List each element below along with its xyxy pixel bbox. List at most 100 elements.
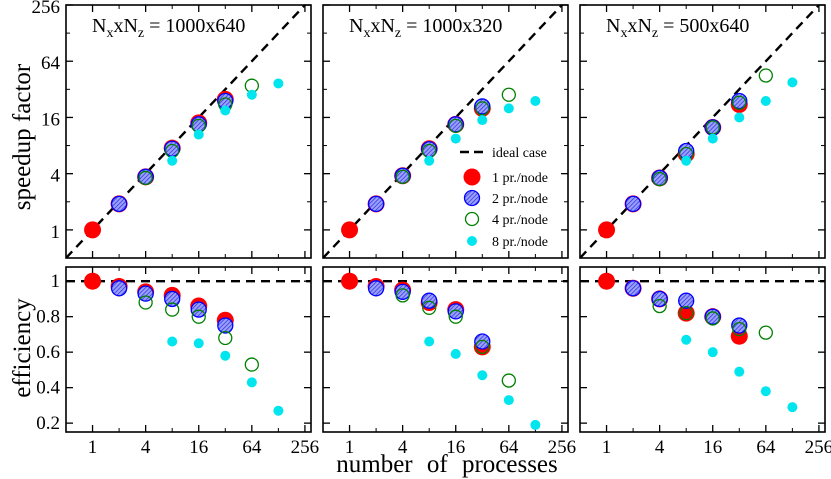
data-point-s4 [273,78,284,89]
axes-frame [322,266,569,433]
data-point-s2 [731,317,748,334]
chart-panel-speedup-1: 1 4 16 64 256 NxxNz = 1000x640 [32,0,312,259]
y-tick-label: 64 [41,53,61,74]
data-point-s3 [758,325,773,340]
data-point-s2 [110,195,128,213]
series-s1 [341,99,491,239]
series-s1 [341,272,491,356]
data-point-s3 [448,309,463,324]
data-point-s1 [598,221,616,239]
series-s4 [681,77,798,166]
legend-label: 2 pr./node [492,192,548,207]
panel-title-part: = 1000x320 [401,15,502,37]
series-s3 [138,295,259,372]
data-point-s4 [220,105,231,116]
data-point-s3 [652,298,667,314]
data-point-s4 [450,348,461,359]
data-point-s4 [734,112,745,123]
data-point-s4 [681,334,692,345]
series-s3 [652,68,773,187]
y-tick-label: 4 [51,166,61,187]
data-point-s4 [787,402,798,413]
y-tick-label: 0.4 [36,378,60,399]
legend-label: ideal case [492,146,547,161]
x-tick-label: 64 [242,437,262,458]
data-point-s4 [760,96,771,107]
data-point-s3 [475,339,490,354]
data-point-s4 [503,103,514,114]
data-point-s2 [367,195,385,213]
x-tick-label: 4 [655,437,665,458]
legend-swatch-s4 [467,236,477,246]
data-point-s4 [246,89,257,100]
series-s2 [110,280,234,334]
axes-frame [322,4,569,259]
data-point-s3 [758,68,773,83]
data-point-s2 [678,292,695,309]
series-s3 [395,288,516,388]
chart-panel-speedup-2: NxxNz = 1000x320 [322,4,569,259]
data-point-s2 [110,280,128,297]
panel-title-part: = 1000x640 [144,15,245,37]
data-point-s4 [450,133,461,144]
x-tick-label: 16 [703,437,722,458]
y-axis-label-efficiency: efficiency [9,298,36,398]
y-tick-label: 0.2 [36,413,60,434]
panel-title: NxxNz = 1000x640 [92,15,245,41]
x-tick-label: 1 [602,437,612,458]
series-s4 [167,336,284,416]
panel-title-part: N [92,15,106,37]
x-tick-label: 4 [141,437,151,458]
legend-label: 1 pr./node [492,171,548,186]
data-point-s4 [530,96,541,107]
data-point-s4 [193,129,204,140]
x-tick-label: 256 [805,437,831,458]
x-tick-label: 1 [345,437,355,458]
data-point-s1 [341,272,359,290]
legend-label: 8 pr./node [492,235,548,250]
panel-title-part: N [349,15,363,37]
panel-title-part: z [138,26,144,41]
series-s4 [424,336,541,430]
data-point-s3 [705,311,720,326]
axes-frame [65,266,312,433]
series-s3 [652,298,773,340]
panel-title-part: xN [113,15,137,37]
axes-frame [65,4,312,259]
data-point-s3 [448,118,463,134]
data-point-s3 [138,170,153,186]
panel-title-part: z [652,26,658,41]
x-axis-label: number of processes [336,451,558,478]
data-point-s1 [341,221,359,239]
data-point-s4 [167,336,178,347]
data-point-s3 [244,357,259,372]
series-s1 [598,272,748,345]
data-point-s2 [217,317,234,334]
legend-label: 4 pr./node [492,213,548,228]
data-point-s1 [84,221,102,239]
data-point-s1 [84,272,102,290]
data-point-s2 [164,290,181,308]
chart-panel-efficiency-3: 1 4 16 64 256 [579,266,831,458]
y-tick-label: 1 [51,222,61,243]
axes-frame [579,266,826,433]
y-tick-label: 16 [41,109,60,130]
ideal-line [66,5,307,258]
data-point-s4 [707,133,718,144]
data-point-s3 [395,169,410,184]
data-point-s4 [760,386,771,397]
data-point-s3 [501,373,516,388]
series-s1 [84,90,234,239]
panel-title: NxxNz = 1000x320 [349,15,502,41]
data-point-s4 [734,366,745,377]
x-tick-label: 16 [189,437,208,458]
data-point-s2 [394,283,411,300]
data-point-s3 [501,87,516,102]
data-point-s3 [732,321,747,337]
data-point-s3 [732,95,747,110]
data-point-s3 [652,171,667,187]
data-point-s4 [424,155,435,166]
data-point-s4 [167,155,178,166]
x-tick-label: 4 [398,437,408,458]
